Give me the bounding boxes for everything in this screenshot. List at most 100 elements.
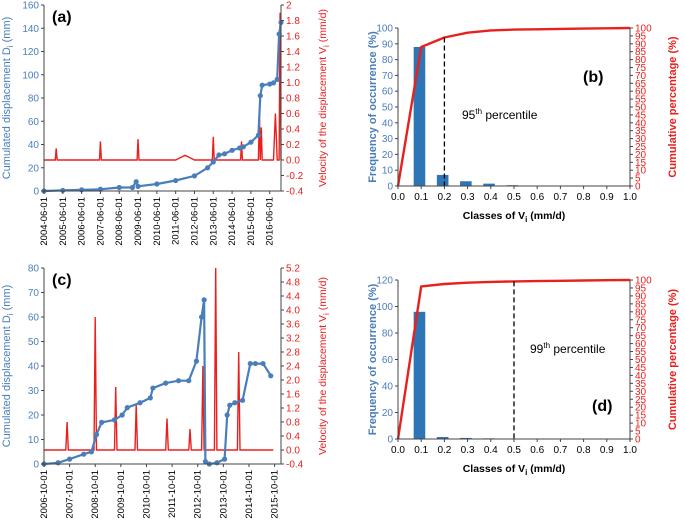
displacement-point xyxy=(270,80,277,86)
right-tick-label: 85 xyxy=(635,299,647,310)
cumulative-line xyxy=(396,278,631,440)
right-tick-label: 20 xyxy=(635,403,647,414)
left-tick-label: 20 xyxy=(28,411,40,422)
left-tick-label: 80 xyxy=(382,55,394,66)
x-tick-label: 2007-10-01 xyxy=(65,470,76,519)
left-tick-label: 70 xyxy=(28,288,40,299)
x-tick-label: 2016-06-01 xyxy=(265,197,276,246)
x-tick-label: 2007-06-01 xyxy=(95,197,106,246)
right-tick-label: 70 xyxy=(635,323,647,334)
frequency-bar xyxy=(460,437,472,439)
right-tick-label: 40 xyxy=(635,118,647,129)
left-tick-label: 30 xyxy=(28,386,40,397)
left-tick-label: 40 xyxy=(382,382,394,393)
displacement-point xyxy=(150,385,156,391)
x-tick-label: 2010-06-01 xyxy=(152,197,163,246)
x-tick-label: 2012-10-01 xyxy=(193,470,204,519)
right-tick-label: -0.4 xyxy=(286,187,304,198)
right-tick-label: 45 xyxy=(635,363,647,374)
left-tick-label: 60 xyxy=(28,313,40,324)
right-tick-label: 3.6 xyxy=(286,320,300,331)
x-tick-label: 0.4 xyxy=(484,445,498,456)
left-tick-label: 80 xyxy=(28,264,40,275)
right-tick-label: 25 xyxy=(635,395,647,406)
panel-label: (a) xyxy=(52,9,72,26)
x-tick-label: 0.9 xyxy=(600,445,614,456)
displacement-point xyxy=(67,456,73,462)
left-axis-title: Cumulated displacement Di (mm) xyxy=(1,17,15,180)
left-tick-label: 30 xyxy=(382,134,394,145)
right-tick-label: 0.8 xyxy=(286,418,300,429)
panel-label: (d) xyxy=(592,398,612,415)
displacement-point xyxy=(248,139,254,145)
displacement-point xyxy=(116,184,122,191)
panel-b: 95th percentile0102030405060708090100051… xyxy=(367,24,679,225)
displacement-point xyxy=(93,432,100,438)
right-tick-label: 35 xyxy=(635,379,647,390)
right-tick-label: -0.2 xyxy=(286,171,304,182)
displacement-point xyxy=(186,378,192,384)
x-tick-label: 0.5 xyxy=(507,192,521,203)
right-tick-label: 80 xyxy=(635,307,647,318)
left-tick-label: 120 xyxy=(376,276,393,287)
x-tick-label: 0.7 xyxy=(553,192,567,203)
velocity-line xyxy=(44,267,274,451)
x-tick-label: 1.0 xyxy=(623,445,637,456)
left-tick-label: 120 xyxy=(22,47,39,58)
displacement-point xyxy=(221,151,228,157)
x-tick-label: 1.0 xyxy=(623,192,637,203)
right-tick-label: 95 xyxy=(635,283,647,294)
right-tick-label: 3.2 xyxy=(286,334,300,345)
right-tick-label: 2.4 xyxy=(286,362,300,373)
right-tick-label: 60 xyxy=(635,339,647,350)
displacement-point xyxy=(227,402,233,408)
right-tick-label: 30 xyxy=(635,134,647,145)
left-tick-label: 10 xyxy=(28,435,40,446)
left-tick-label: 70 xyxy=(382,71,394,82)
displacement-point xyxy=(205,165,211,171)
right-tick-label: 4.0 xyxy=(286,306,300,317)
panel-label: (b) xyxy=(583,69,603,86)
x-tick-label: 0.6 xyxy=(530,192,544,203)
x-tick-label: 0.4 xyxy=(484,192,498,203)
left-axis-title: Frequency of occurrence (%) xyxy=(367,283,379,435)
x-tick-label: 2011-10-01 xyxy=(167,470,178,518)
x-tick-label: 2013-06-01 xyxy=(208,197,219,246)
right-tick-label: 35 xyxy=(635,126,647,137)
left-tick-label: 60 xyxy=(382,87,394,98)
right-tick-label: 50 xyxy=(635,355,647,366)
displacement-point xyxy=(133,179,139,185)
x-tick-label: 2014-06-01 xyxy=(227,197,238,246)
x-tick-label: 0.0 xyxy=(391,445,405,456)
left-tick-label: 40 xyxy=(28,362,40,373)
right-tick-label: 20 xyxy=(635,150,647,161)
right-tick-label: 85 xyxy=(635,47,647,58)
x-tick-label: 2004-06-01 xyxy=(39,197,50,246)
left-tick-label: 60 xyxy=(28,117,40,128)
right-tick-label: 100 xyxy=(635,276,652,287)
displacement-point xyxy=(99,419,105,425)
left-tick-label: 160 xyxy=(22,1,39,12)
x-tick-label: 0.0 xyxy=(391,192,405,203)
left-axis-title: Cumulated displacement Di (mm) xyxy=(1,285,15,448)
displacement-point xyxy=(55,460,61,466)
right-tick-label: 55 xyxy=(635,347,647,358)
x-axis-title: Classes of Vi (mm/d) xyxy=(463,210,566,224)
displacement-point xyxy=(154,181,160,187)
displacement-point xyxy=(163,380,169,386)
frequency-bar xyxy=(436,174,449,186)
right-tick-label: 0.0 xyxy=(286,446,300,457)
right-tick-label: 75 xyxy=(635,315,647,326)
right-tick-label: 65 xyxy=(635,79,647,90)
right-tick-label: 75 xyxy=(635,63,647,74)
right-axis-title: Cumulative percentage (%) xyxy=(667,36,679,178)
displacement-point xyxy=(202,458,209,465)
left-tick-label: 60 xyxy=(382,355,394,366)
right-tick-label: 0 xyxy=(635,435,641,446)
left-tick-label: 0 xyxy=(387,435,393,446)
right-tick-label: 50 xyxy=(635,103,647,114)
right-tick-label: 65 xyxy=(635,331,647,342)
right-tick-label: 95 xyxy=(635,31,647,42)
displacement-point xyxy=(201,297,207,303)
right-tick-label: 40 xyxy=(635,371,647,382)
